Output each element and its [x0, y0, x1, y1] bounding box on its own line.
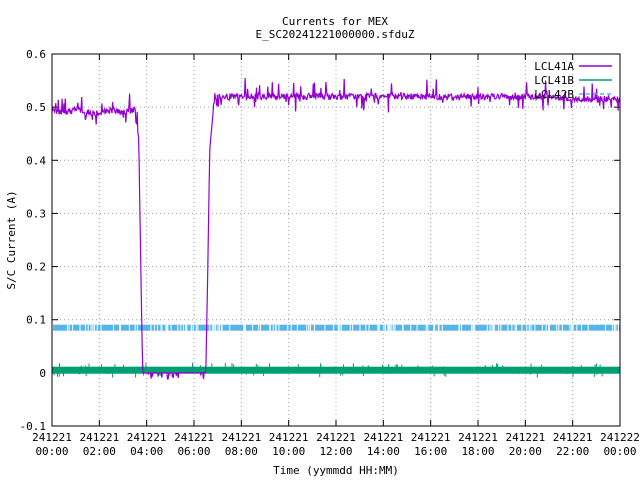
- x-tick-date: 241221: [127, 431, 167, 444]
- legend-label: LCL41A: [534, 60, 574, 73]
- x-tick-date: 241221: [411, 431, 451, 444]
- y-tick-label: 0.3: [26, 207, 46, 220]
- x-tick-time: 10:00: [272, 445, 305, 458]
- y-tick-label: 0: [39, 367, 46, 380]
- y-tick-label: 0.4: [26, 154, 46, 167]
- chart-title: Currents for MEX: [282, 15, 388, 28]
- x-tick-time: 00:00: [603, 445, 636, 458]
- x-tick-time: 16:00: [414, 445, 447, 458]
- plot-area: [51, 77, 621, 380]
- x-tick-time: 20:00: [509, 445, 542, 458]
- x-tick-time: 12:00: [319, 445, 352, 458]
- y-tick-label: 0.2: [26, 261, 46, 274]
- series-line-lcl42b: [52, 324, 620, 331]
- x-tick-time: 14:00: [367, 445, 400, 458]
- x-tick-time: 22:00: [556, 445, 589, 458]
- x-tick-date: 241221: [363, 431, 403, 444]
- y-tick-label: -0.1: [20, 420, 47, 433]
- chart-subtitle: E_SC20241221000000.sfduZ: [256, 28, 415, 41]
- x-tick-date: 241221: [269, 431, 309, 444]
- x-axis: 24122100:0024122102:0024122104:002412210…: [32, 54, 640, 458]
- legend-label: LCL41B: [534, 74, 574, 87]
- x-tick-date: 241221: [174, 431, 214, 444]
- x-tick-date: 241221: [553, 431, 593, 444]
- y-tick-label: 0.1: [26, 314, 46, 327]
- y-axis: -0.1 0 0.1 0.2 0.3 0.4 0.5 0.6: [20, 48, 620, 433]
- x-tick-date: 241221: [32, 431, 72, 444]
- y-axis-label: S/C Current (A): [5, 190, 18, 289]
- x-tick-date: 241221: [505, 431, 545, 444]
- series-gaps-lcl42b: [51, 324, 620, 331]
- x-tick-time: 18:00: [461, 445, 494, 458]
- legend-label: LCL42B: [534, 88, 574, 101]
- x-tick-date: 241222: [600, 431, 640, 444]
- series-line-lcl41b: [52, 366, 620, 374]
- x-axis-label: Time (yymmdd HH:MM): [273, 464, 399, 477]
- x-tick-time: 04:00: [130, 445, 163, 458]
- y-tick-label: 0.5: [26, 101, 46, 114]
- x-tick-time: 00:00: [35, 445, 68, 458]
- x-tick-date: 241221: [316, 431, 356, 444]
- x-tick-time: 06:00: [177, 445, 210, 458]
- y-tick-label: 0.6: [26, 48, 46, 61]
- x-tick-date: 241221: [79, 431, 119, 444]
- series-noise-lcl41b: [53, 362, 618, 378]
- x-tick-date: 241221: [458, 431, 498, 444]
- x-tick-time: 02:00: [83, 445, 116, 458]
- x-tick-time: 08:00: [225, 445, 258, 458]
- plot-border: [51, 53, 621, 427]
- x-tick-date: 241221: [221, 431, 261, 444]
- series-line-lcl41a: [51, 77, 621, 380]
